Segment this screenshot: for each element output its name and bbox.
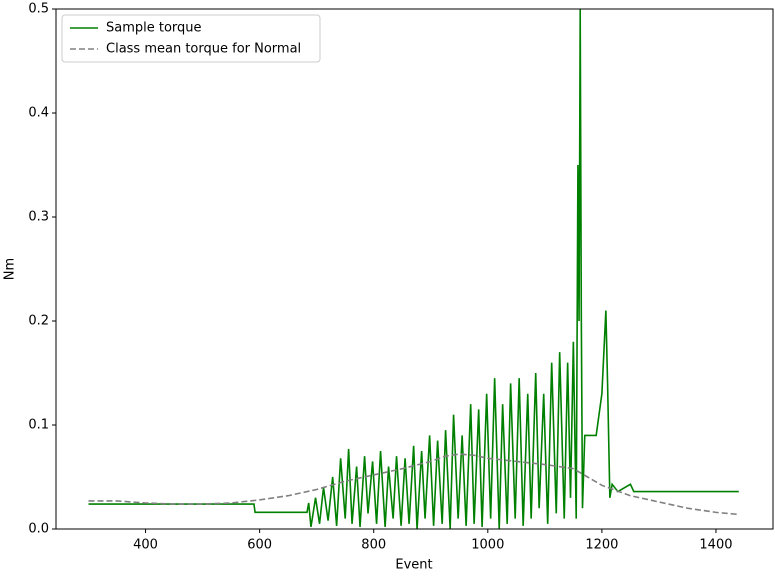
y-tick-label: 0.5 bbox=[28, 2, 49, 17]
x-tick-label: 400 bbox=[133, 538, 158, 553]
legend-box bbox=[61, 14, 321, 63]
x-tick-label: 1400 bbox=[699, 538, 732, 553]
plot-frame bbox=[55, 8, 774, 530]
y-axis-label: Nm bbox=[3, 258, 18, 280]
line-series bbox=[88, 453, 739, 516]
y-tick-label: 0.4 bbox=[28, 106, 49, 121]
x-axis-label: Event bbox=[395, 558, 432, 573]
legend-label: Class mean torque for Normal bbox=[106, 42, 301, 57]
line-series bbox=[88, 8, 739, 530]
legend-label: Sample torque bbox=[106, 21, 202, 36]
y-tick-label: 0.2 bbox=[28, 314, 49, 329]
y-tick-label: 0.3 bbox=[28, 210, 49, 225]
x-tick-label: 800 bbox=[361, 538, 386, 553]
y-tick-label: 0.1 bbox=[28, 418, 49, 433]
x-tick-label: 1000 bbox=[471, 538, 504, 553]
x-tick-label: 600 bbox=[247, 538, 272, 553]
x-tick-label: 1200 bbox=[585, 538, 618, 553]
y-tick-label: 0.0 bbox=[28, 522, 49, 537]
